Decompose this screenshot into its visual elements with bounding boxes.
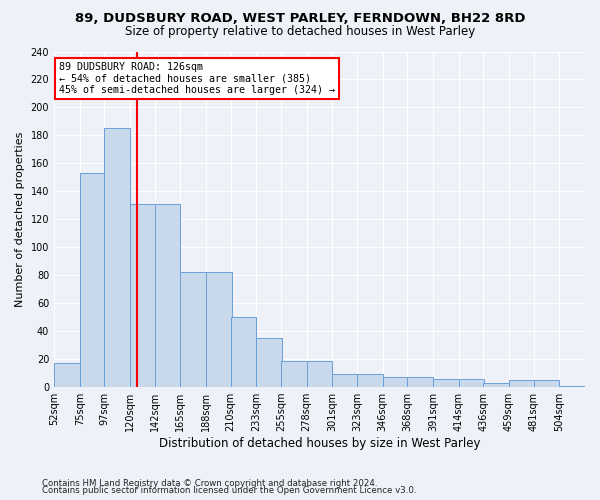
- Bar: [533, 380, 559, 387]
- Text: Contains HM Land Registry data © Crown copyright and database right 2024.: Contains HM Land Registry data © Crown c…: [42, 478, 377, 488]
- Bar: [181, 272, 206, 387]
- Text: 89 DUDSBURY ROAD: 126sqm
← 54% of detached houses are smaller (385)
45% of semi-: 89 DUDSBURY ROAD: 126sqm ← 54% of detach…: [59, 62, 335, 95]
- Bar: [206, 272, 232, 387]
- Bar: [383, 378, 409, 387]
- Bar: [332, 374, 358, 387]
- Y-axis label: Number of detached properties: Number of detached properties: [15, 132, 25, 307]
- Bar: [307, 360, 332, 387]
- Bar: [281, 360, 307, 387]
- Bar: [130, 204, 156, 387]
- Bar: [433, 378, 458, 387]
- Bar: [104, 128, 130, 387]
- Text: Contains public sector information licensed under the Open Government Licence v3: Contains public sector information licen…: [42, 486, 416, 495]
- Text: Size of property relative to detached houses in West Parley: Size of property relative to detached ho…: [125, 25, 475, 38]
- Bar: [357, 374, 383, 387]
- Bar: [80, 173, 106, 387]
- Bar: [407, 378, 433, 387]
- Bar: [155, 204, 181, 387]
- Bar: [509, 380, 535, 387]
- X-axis label: Distribution of detached houses by size in West Parley: Distribution of detached houses by size …: [159, 437, 480, 450]
- Bar: [230, 317, 256, 387]
- Bar: [559, 386, 585, 387]
- Bar: [483, 383, 509, 387]
- Bar: [458, 378, 484, 387]
- Bar: [256, 338, 282, 387]
- Text: 89, DUDSBURY ROAD, WEST PARLEY, FERNDOWN, BH22 8RD: 89, DUDSBURY ROAD, WEST PARLEY, FERNDOWN…: [75, 12, 525, 26]
- Bar: [54, 364, 80, 387]
